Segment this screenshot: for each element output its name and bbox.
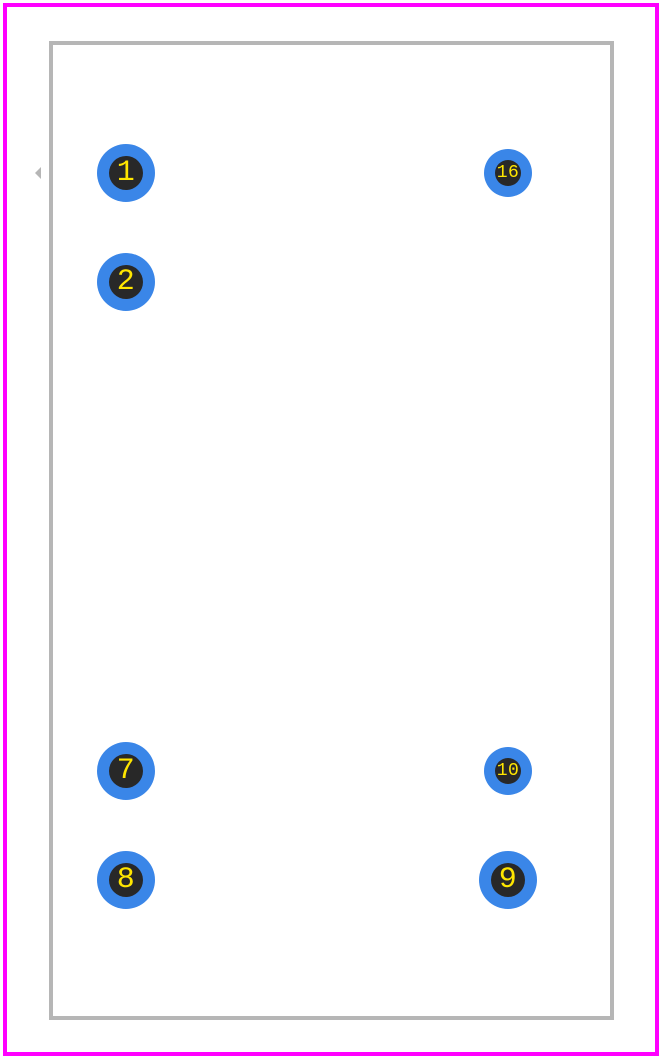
pad-label: 2 — [117, 265, 136, 299]
pin1-marker-icon — [35, 167, 41, 179]
pad-label: 10 — [497, 761, 520, 781]
pad-9: 9 — [479, 851, 537, 909]
pad-label: 1 — [117, 156, 136, 190]
footprint-stage: 1 2 7 8 9 10 16 — [0, 0, 664, 1060]
pad-7: 7 — [97, 742, 155, 800]
pad-2: 2 — [97, 253, 155, 311]
pad-label: 16 — [497, 163, 520, 183]
pad-label: 7 — [117, 754, 136, 788]
pad-10: 10 — [484, 747, 532, 795]
pad-16: 16 — [484, 149, 532, 197]
pad-label: 8 — [117, 863, 136, 897]
pad-8: 8 — [97, 851, 155, 909]
pad-label: 9 — [499, 863, 518, 897]
pad-1: 1 — [97, 144, 155, 202]
